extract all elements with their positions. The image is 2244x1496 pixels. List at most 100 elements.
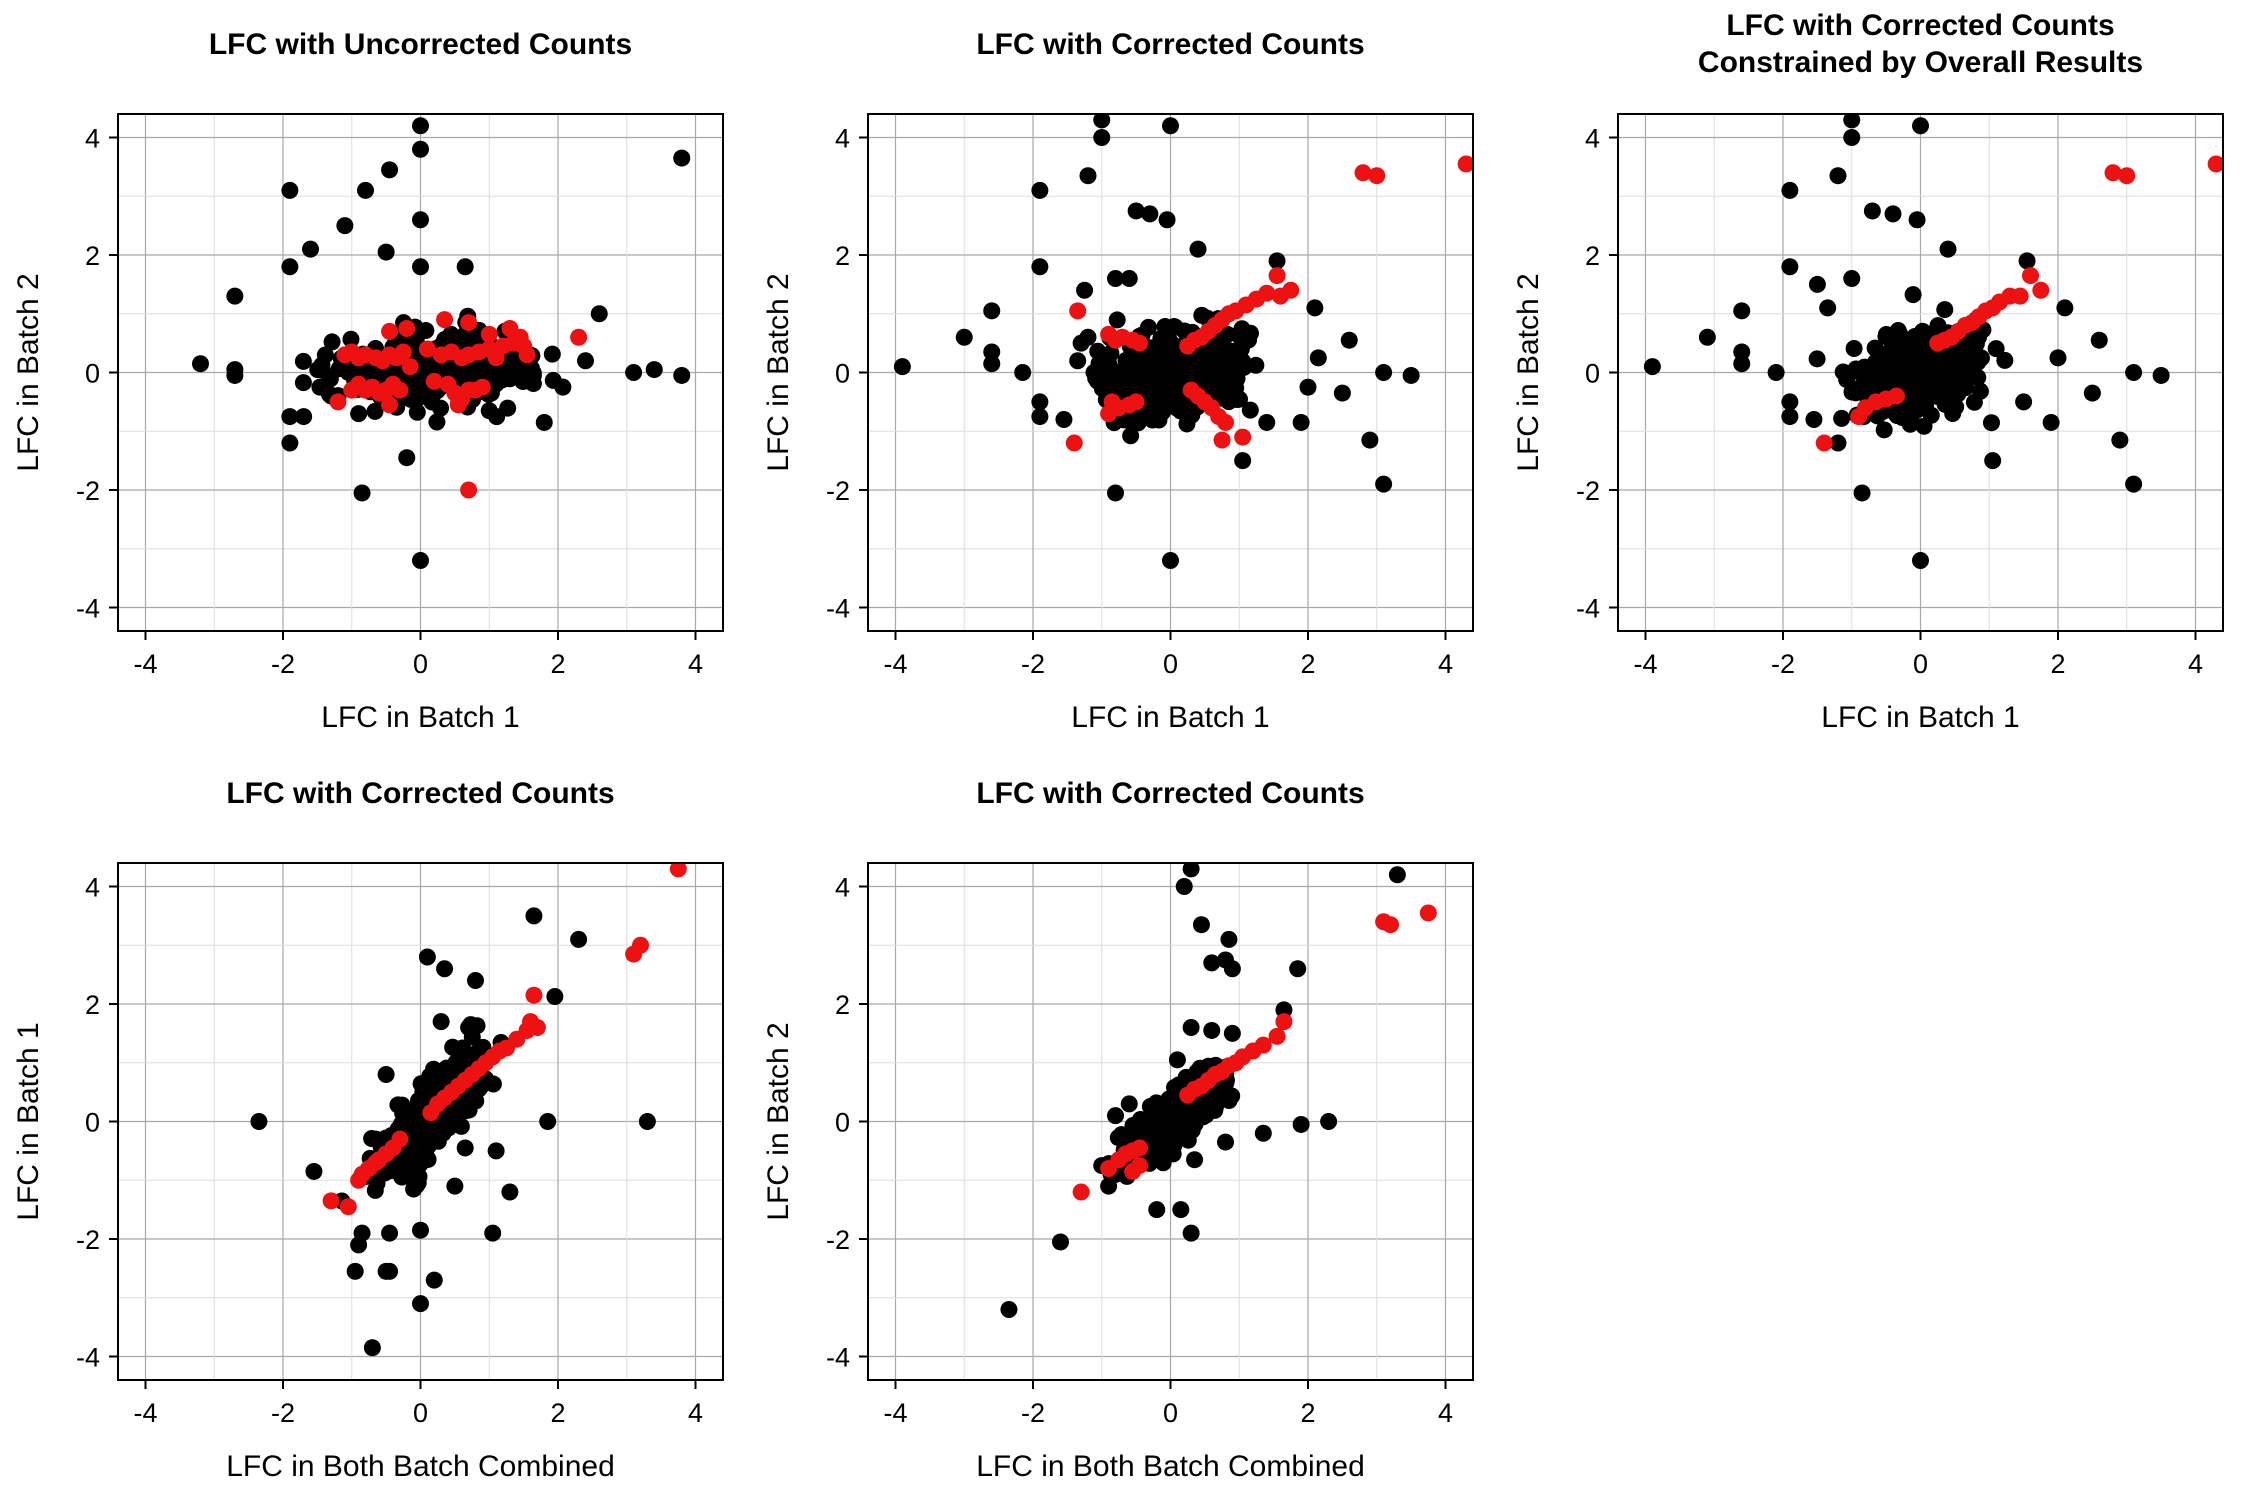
point-not-significant bbox=[1781, 408, 1799, 426]
point-not-significant bbox=[1146, 393, 1164, 411]
point-not-significant bbox=[281, 408, 299, 426]
point-not-significant bbox=[412, 211, 429, 229]
y-tick-label: -2 bbox=[76, 1225, 100, 1255]
scatter-panel-5: LFC with Corrected Counts -4 -2 0 2 4 -4 -2 0 2 4 L… bbox=[762, 777, 1474, 1483]
point-not-significant bbox=[1767, 364, 1785, 381]
point-not-significant bbox=[401, 1159, 419, 1177]
point-not-significant bbox=[1916, 352, 1934, 370]
point-not-significant bbox=[1069, 352, 1087, 370]
x-tick-label: 2 bbox=[2050, 649, 2065, 679]
point-not-significant bbox=[1182, 863, 1200, 878]
point-not-significant bbox=[535, 413, 553, 431]
point-significant bbox=[528, 1019, 546, 1036]
x-tick-label: -2 bbox=[271, 1398, 295, 1428]
point-significant bbox=[1258, 284, 1276, 302]
point-not-significant bbox=[1275, 1001, 1293, 1019]
point-not-significant bbox=[493, 371, 511, 389]
point-not-significant bbox=[1936, 395, 1954, 413]
point-not-significant bbox=[302, 240, 319, 258]
x-tick-label: 4 bbox=[688, 649, 703, 679]
point-not-significant bbox=[428, 413, 446, 431]
point-not-significant bbox=[342, 330, 360, 348]
points bbox=[1000, 863, 1437, 1318]
point-not-significant bbox=[1193, 306, 1211, 324]
point-significant bbox=[391, 381, 409, 399]
point-not-significant bbox=[1247, 356, 1265, 374]
point-not-significant bbox=[2125, 364, 2143, 381]
point-not-significant bbox=[1299, 378, 1317, 396]
point-not-significant bbox=[1843, 270, 1861, 287]
point-significant bbox=[460, 481, 478, 499]
point-not-significant bbox=[295, 408, 313, 426]
x-tick-label: 4 bbox=[688, 1398, 703, 1428]
y-tick-label: 4 bbox=[1585, 124, 1600, 154]
point-not-significant bbox=[1943, 373, 1961, 391]
point-not-significant bbox=[408, 403, 426, 421]
y-tick-label: 2 bbox=[835, 241, 850, 271]
point-not-significant bbox=[480, 402, 498, 420]
x-axis-label: LFC in Both Batch Combined bbox=[226, 1450, 615, 1483]
point-not-significant bbox=[1213, 374, 1231, 392]
panel-title: Constrained by Overall Results bbox=[1698, 46, 2143, 79]
point-not-significant bbox=[1200, 376, 1218, 394]
point-not-significant bbox=[1864, 375, 1882, 393]
y-tick-label: 4 bbox=[85, 873, 100, 903]
point-not-significant bbox=[1182, 1224, 1200, 1242]
point-not-significant bbox=[1845, 340, 1863, 358]
point-not-significant bbox=[1904, 343, 1922, 361]
point-not-significant bbox=[353, 1224, 371, 1242]
point-not-significant bbox=[456, 1139, 474, 1157]
point-not-significant bbox=[1031, 181, 1049, 199]
point-not-significant bbox=[412, 140, 429, 158]
point-not-significant bbox=[673, 366, 691, 384]
point-not-significant bbox=[367, 1130, 385, 1148]
point-not-significant bbox=[645, 361, 663, 379]
point-not-significant bbox=[1158, 211, 1176, 229]
point-not-significant bbox=[1361, 431, 1379, 449]
y-axis-label: LFC in Batch 2 bbox=[762, 273, 795, 471]
point-significant bbox=[329, 393, 347, 411]
point-not-significant bbox=[412, 1295, 429, 1313]
x-tick-label: 4 bbox=[1438, 1398, 1453, 1428]
point-not-significant bbox=[625, 364, 643, 381]
point-not-significant bbox=[1733, 343, 1751, 361]
point-significant bbox=[1072, 1183, 1090, 1201]
point-not-significant bbox=[1950, 343, 1968, 361]
point-not-significant bbox=[1908, 211, 1926, 229]
point-not-significant bbox=[1171, 354, 1189, 372]
point-significant bbox=[1419, 904, 1437, 922]
x-tick-label: -2 bbox=[1771, 649, 1795, 679]
point-not-significant bbox=[250, 1113, 268, 1130]
point-not-significant bbox=[499, 399, 517, 417]
point-not-significant bbox=[357, 181, 374, 199]
point-significant bbox=[525, 986, 543, 1004]
y-tick-label: 0 bbox=[85, 1108, 100, 1138]
point-not-significant bbox=[1172, 1201, 1190, 1219]
point-not-significant bbox=[1996, 351, 2014, 369]
point-not-significant bbox=[1375, 475, 1393, 493]
scatter-panel-1: LFC with Uncorrected Counts -4 -2 0 2 4 -4 -2 0 2… bbox=[12, 28, 724, 734]
y-tick-label: 0 bbox=[1585, 359, 1600, 389]
point-not-significant bbox=[1914, 367, 1932, 385]
point-not-significant bbox=[2152, 366, 2170, 384]
x-tick-label: 0 bbox=[413, 649, 428, 679]
point-not-significant bbox=[1808, 275, 1826, 293]
point-not-significant bbox=[1107, 270, 1124, 287]
y-tick-label: 2 bbox=[1585, 241, 1600, 271]
point-not-significant bbox=[1388, 866, 1406, 884]
point-not-significant bbox=[305, 1162, 323, 1180]
point-not-significant bbox=[1014, 364, 1032, 381]
y-axis-label: LFC in Batch 2 bbox=[12, 273, 45, 471]
point-significant bbox=[1272, 287, 1289, 305]
point-not-significant bbox=[1155, 1130, 1173, 1148]
point-not-significant bbox=[2015, 393, 2033, 411]
point-not-significant bbox=[350, 405, 368, 423]
point-significant bbox=[1457, 155, 1473, 173]
point-not-significant bbox=[1733, 302, 1751, 320]
point-not-significant bbox=[577, 352, 594, 370]
y-tick-label: -2 bbox=[826, 1225, 850, 1255]
point-not-significant bbox=[1189, 240, 1207, 258]
point-not-significant bbox=[1930, 371, 1948, 389]
y-tick-label: -4 bbox=[826, 1343, 850, 1373]
